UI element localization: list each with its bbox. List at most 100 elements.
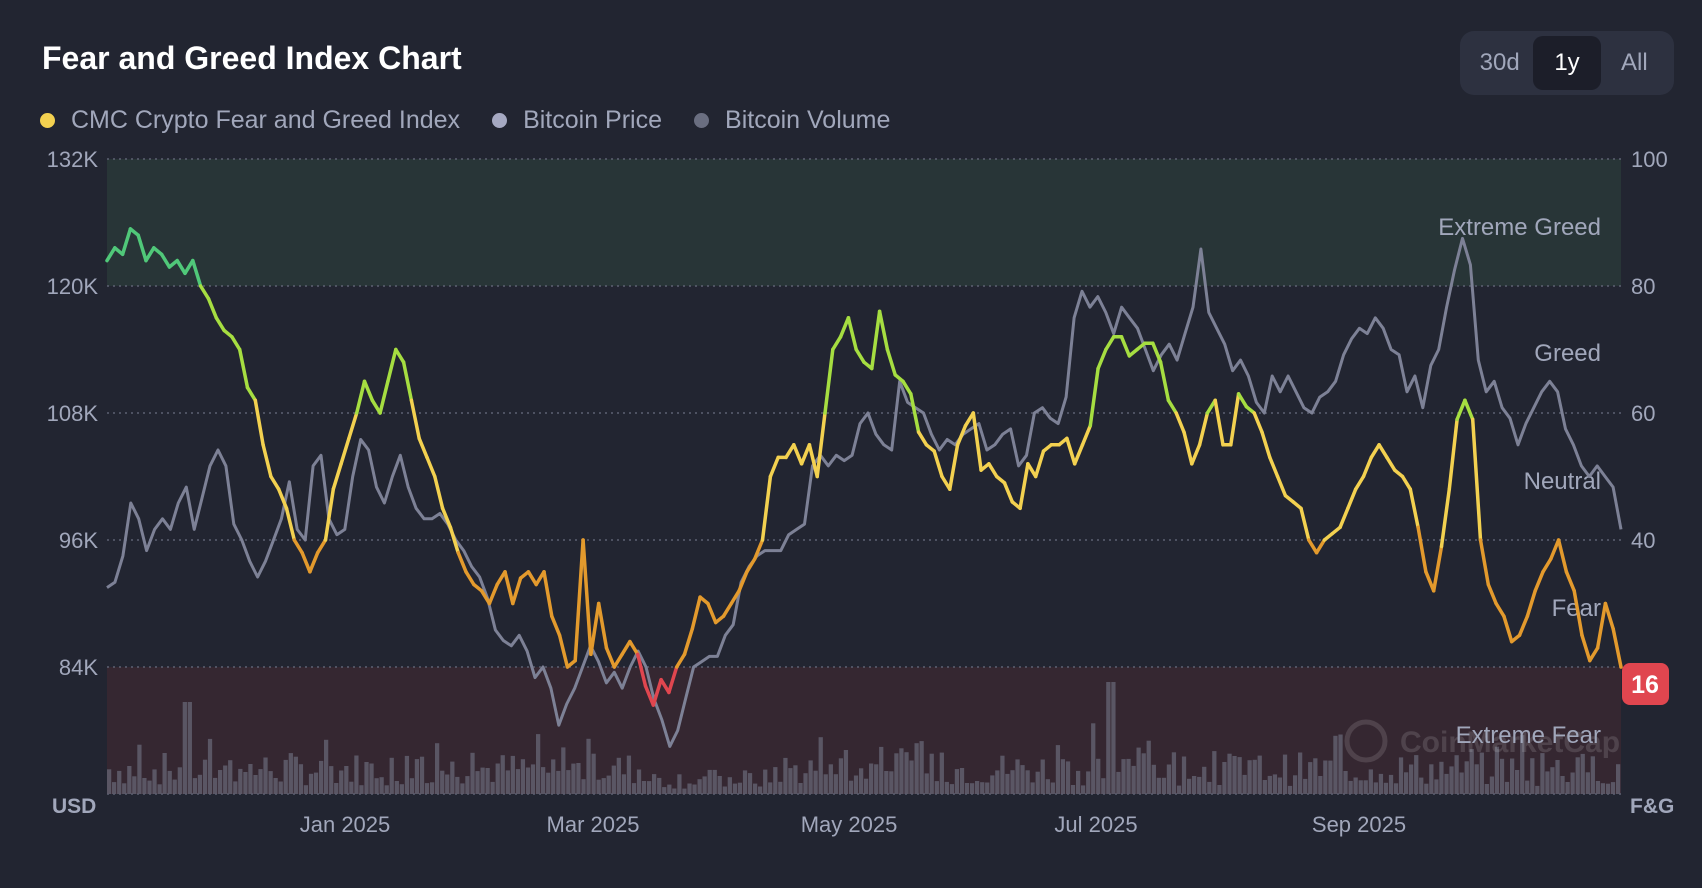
volume-bar [515,769,521,794]
legend-item-fng[interactable]: CMC Crypto Fear and Greed Index [40,106,460,135]
volume-bar [263,757,268,794]
volume-bar [1605,783,1611,794]
fng-segment [1151,341,1163,364]
volume-bar [379,777,384,794]
volume-bar [1368,769,1373,794]
volume-bar [293,756,298,794]
fng-segment [433,474,445,511]
volume-bar [1131,765,1136,794]
fng-segment [1119,335,1132,358]
current-value-badge: 16 [1622,663,1669,705]
volume-bar [551,759,556,794]
volume-bar [621,774,627,794]
volume-bar [1555,760,1560,794]
volume-bar [1060,759,1066,794]
volume-bar [879,746,884,794]
usd-tick-label: 108K [47,401,99,426]
volume-bar [980,782,985,794]
volume-bar [424,783,430,794]
zone-label-greed: Greed [1534,340,1601,367]
range-30d-button[interactable]: 30d [1479,49,1520,76]
fng-segment [1018,462,1030,511]
fng-segment [706,601,718,625]
volume-bar [591,753,596,794]
volume-bar [1176,785,1182,794]
fng-segment [1580,633,1592,663]
volume-bar [919,741,924,794]
volume-bars [107,682,1621,794]
fng-segment [1502,614,1514,644]
fng-segment [1190,443,1202,466]
fng-segment [628,639,640,657]
fng-segment [596,601,609,650]
fng-segment [1486,582,1498,606]
volume-bar [202,759,208,794]
volume-bar [1050,782,1055,794]
fng-segment [284,506,297,542]
volume-bar [1444,773,1449,794]
volume-bar [581,779,586,794]
volume-bar [859,768,864,794]
volume-bar [344,766,349,794]
volume-bar [1348,780,1353,794]
volume-bar [914,743,919,794]
volume-bar [1323,760,1328,794]
volume-bar [677,774,682,794]
range-1y-button[interactable]: 1y [1533,36,1601,90]
fng-segment [1174,411,1186,434]
fng-segment [1088,366,1100,428]
fng-segment [230,335,242,352]
volume-bar [324,739,329,794]
volume-bar [1298,752,1303,794]
fng-segment [721,601,734,618]
volume-bar [1065,761,1071,794]
fng-segment [1525,589,1537,618]
volume-bar [818,737,823,794]
volume-bar [959,768,965,794]
volume-bar [480,767,485,794]
fng-tick-label: 80 [1631,274,1655,299]
fng-segment [550,614,562,638]
volume-bar [899,748,904,794]
volume-bar [319,760,324,794]
legend-item-price[interactable]: Bitcoin Price [492,106,662,135]
range-all-button[interactable]: All [1620,49,1648,76]
volume-bar [1388,774,1394,794]
volume-bar [490,781,495,794]
fng-segment [1588,646,1600,663]
volume-bar [631,783,637,794]
volume-bar [939,752,944,794]
volume-bar [626,755,632,794]
volume-bar [702,776,707,794]
fng-segment [1065,436,1077,466]
volume-bar [1202,766,1207,794]
fng-segment [120,227,133,257]
volume-bar [813,770,818,794]
fear-greed-index-line [105,227,1623,707]
fng-segment [1385,455,1397,472]
volume-bar [1272,774,1278,794]
volume-bar [127,766,132,794]
volume-bar [848,780,854,794]
fng-segment [198,284,211,301]
volume-bar [995,770,1000,794]
volume-bar [1474,764,1479,794]
volume-bar [1126,758,1131,794]
fng-segment [1416,525,1428,574]
volume-bar [510,755,515,794]
fng-segment [487,582,499,606]
volume-bar [1086,771,1091,794]
volume-bar [975,781,980,794]
volume-bar [1166,764,1172,794]
volume-bar [697,779,702,794]
current-value-badge-bg [1622,663,1669,705]
volume-bar [520,759,526,794]
fng-segment [557,633,570,669]
volume-bar [753,783,758,794]
legend-item-volume[interactable]: Bitcoin Volume [694,106,890,135]
fng-segment [909,392,921,434]
fng-segment [916,430,929,447]
volume-bar [662,787,667,794]
volume-bar [884,771,889,794]
